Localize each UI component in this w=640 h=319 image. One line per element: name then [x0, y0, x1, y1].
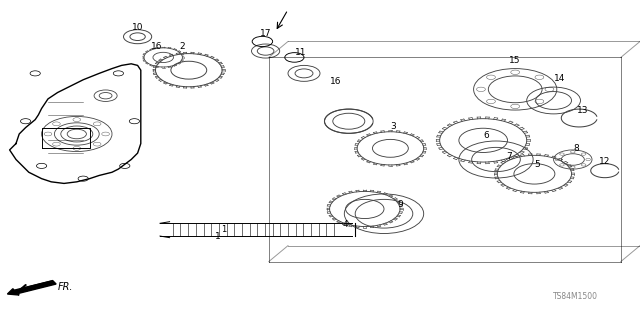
- Text: 5: 5: [535, 160, 540, 169]
- Text: TS84M1500: TS84M1500: [554, 293, 598, 301]
- Text: 4: 4: [343, 220, 348, 229]
- Text: 9: 9: [397, 200, 403, 209]
- Text: 8: 8: [573, 144, 579, 153]
- Text: 6: 6: [484, 131, 489, 140]
- Text: 17: 17: [260, 29, 271, 38]
- Text: 13: 13: [577, 106, 588, 115]
- Text: 12: 12: [599, 157, 611, 166]
- Text: 10: 10: [132, 23, 143, 32]
- Text: 16: 16: [330, 77, 342, 86]
- Text: 1: 1: [221, 225, 227, 234]
- Text: 7: 7: [506, 152, 511, 161]
- Text: 16: 16: [151, 42, 163, 51]
- Text: FR.: FR.: [58, 282, 73, 292]
- Text: 3: 3: [391, 122, 396, 130]
- Text: 15: 15: [509, 56, 521, 65]
- Text: 2: 2: [180, 42, 185, 51]
- Text: 14: 14: [554, 74, 566, 83]
- Text: 1: 1: [215, 232, 220, 241]
- Text: 11: 11: [295, 48, 307, 57]
- FancyArrow shape: [8, 281, 56, 295]
